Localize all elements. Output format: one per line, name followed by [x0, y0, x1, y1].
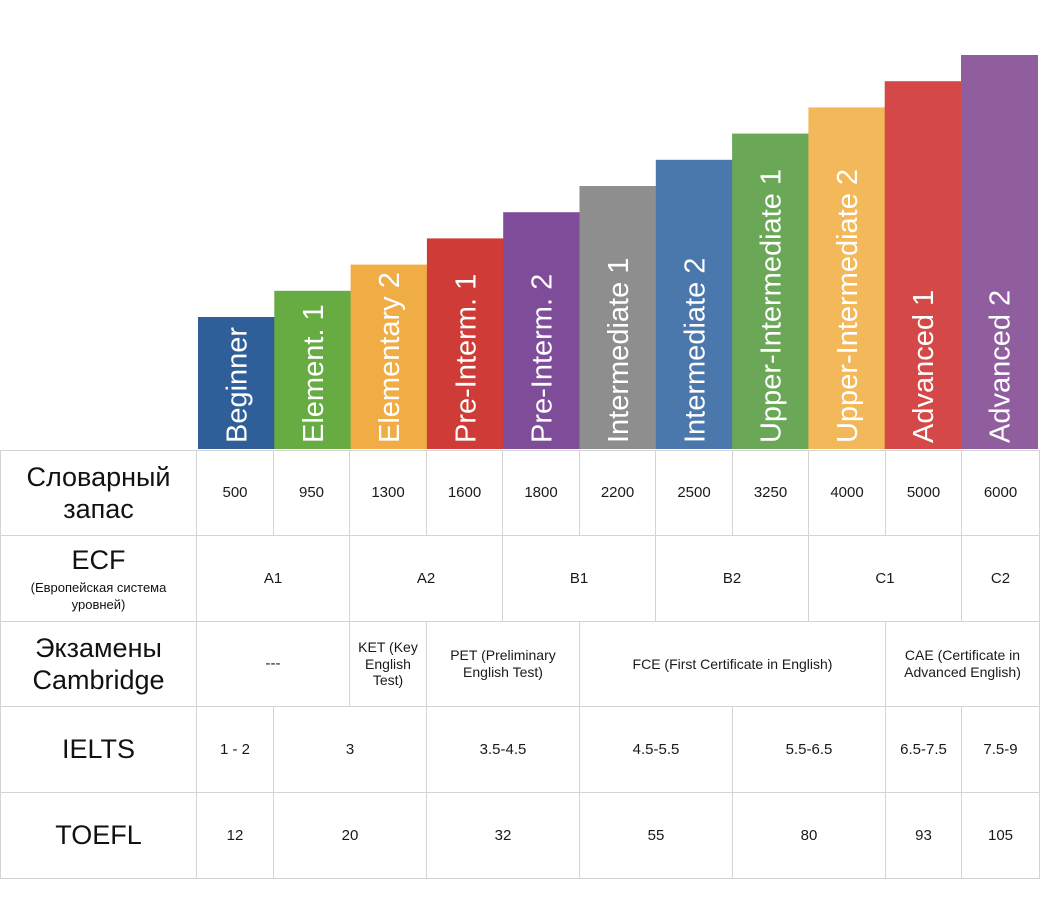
vocabulary-header: Словарный запас — [0, 450, 197, 536]
level-bar — [579, 186, 657, 449]
vocabulary-cell: 1300 — [349, 450, 427, 536]
vocabulary-cell: 4000 — [808, 450, 886, 536]
ielts-cell: 3.5-4.5 — [426, 706, 580, 793]
level-bar-chart: Beginner Element. 1 Elementary 2 Pre-Interm… — [198, 55, 1038, 450]
vocabulary-cell: 1800 — [502, 450, 580, 536]
level-bar — [732, 133, 810, 449]
ecf-cell: A1 — [196, 535, 350, 622]
level-bar-label: Intermediate 1 — [603, 258, 635, 443]
level-bar-label: Pre-Interm. 2 — [527, 274, 559, 443]
level-bar — [808, 107, 886, 450]
cambridge-cell: --- — [196, 621, 350, 707]
toefl-cell: 12 — [196, 792, 274, 879]
cambridge-row: Экзамены Cambridge --- KET (Key English … — [0, 621, 1040, 707]
toefl-cell: 93 — [885, 792, 962, 879]
level-bar-label: Beginner — [222, 327, 254, 443]
ielts-cell: 3 — [273, 706, 427, 793]
level-bar-label: Intermediate 2 — [679, 258, 711, 443]
ecf-cell: B1 — [502, 535, 656, 622]
level-comparison-table: Словарный запас 500 950 1300 1600 1800 2… — [0, 450, 1040, 879]
level-bar — [961, 55, 1038, 449]
ecf-row: ECF (Европейская система уровней) A1 A2 B… — [0, 535, 1040, 622]
level-bar — [655, 159, 733, 450]
level-bar — [884, 81, 962, 449]
vocabulary-cell: 2200 — [579, 450, 656, 536]
level-bar — [198, 317, 275, 449]
toefl-row: TOEFL 12 20 32 55 80 93 105 — [0, 792, 1040, 879]
level-bar-label: Advanced 1 — [908, 290, 940, 443]
level-bar — [426, 238, 504, 449]
ielts-cell: 5.5-6.5 — [732, 706, 886, 793]
vocabulary-cell: 5000 — [885, 450, 962, 536]
ielts-row: IELTS 1 - 2 3 3.5-4.5 4.5-5.5 5.5-6.5 6.… — [0, 706, 1040, 793]
toefl-cell: 55 — [579, 792, 733, 879]
vocabulary-cell: 950 — [273, 450, 350, 536]
level-bar-label: Advanced 2 — [985, 290, 1017, 443]
cambridge-cell: CAE (Certificate in Advanced English) — [885, 621, 1040, 707]
level-bar-label: Upper-Intermediate 1 — [756, 169, 788, 443]
ielts-cell: 4.5-5.5 — [579, 706, 733, 793]
ecf-header: ECF — [71, 545, 126, 576]
vocabulary-cell: 2500 — [655, 450, 733, 536]
ielts-cell: 1 - 2 — [196, 706, 274, 793]
cambridge-cell: KET (Key English Test) — [349, 621, 427, 707]
ielts-cell: 7.5-9 — [961, 706, 1040, 793]
toefl-header: TOEFL — [0, 792, 197, 879]
toefl-cell: 32 — [426, 792, 580, 879]
level-bar-label: Upper-Intermediate 2 — [832, 169, 864, 443]
level-bar — [274, 290, 352, 449]
vocabulary-cell: 6000 — [961, 450, 1040, 536]
cambridge-cell: PET (Preliminary English Test) — [426, 621, 580, 707]
toefl-cell: 105 — [961, 792, 1040, 879]
vocabulary-row: Словарный запас 500 950 1300 1600 1800 2… — [0, 450, 1040, 536]
ecf-cell: C1 — [808, 535, 962, 622]
ecf-header-cell: ECF (Европейская система уровней) — [0, 535, 197, 622]
vocabulary-cell: 1600 — [426, 450, 503, 536]
vocabulary-cell: 3250 — [732, 450, 809, 536]
ielts-header: IELTS — [0, 706, 197, 793]
level-bar-label: Pre-Interm. 1 — [450, 274, 482, 443]
ecf-subheader: (Европейская система уровней) — [30, 580, 167, 612]
ecf-cell: B2 — [655, 535, 809, 622]
ecf-cell: C2 — [961, 535, 1040, 622]
level-bar-label: Element. 1 — [298, 304, 330, 443]
level-bar — [503, 212, 581, 449]
level-bar-label: Elementary 2 — [374, 272, 406, 443]
ecf-cell: A2 — [349, 535, 503, 622]
toefl-cell: 80 — [732, 792, 886, 879]
cambridge-cell: FCE (First Certificate in English) — [579, 621, 886, 707]
ielts-cell: 6.5-7.5 — [885, 706, 962, 793]
toefl-cell: 20 — [273, 792, 427, 879]
level-bar — [350, 264, 428, 449]
vocabulary-cell: 500 — [196, 450, 274, 536]
cambridge-header: Экзамены Cambridge — [0, 621, 197, 707]
